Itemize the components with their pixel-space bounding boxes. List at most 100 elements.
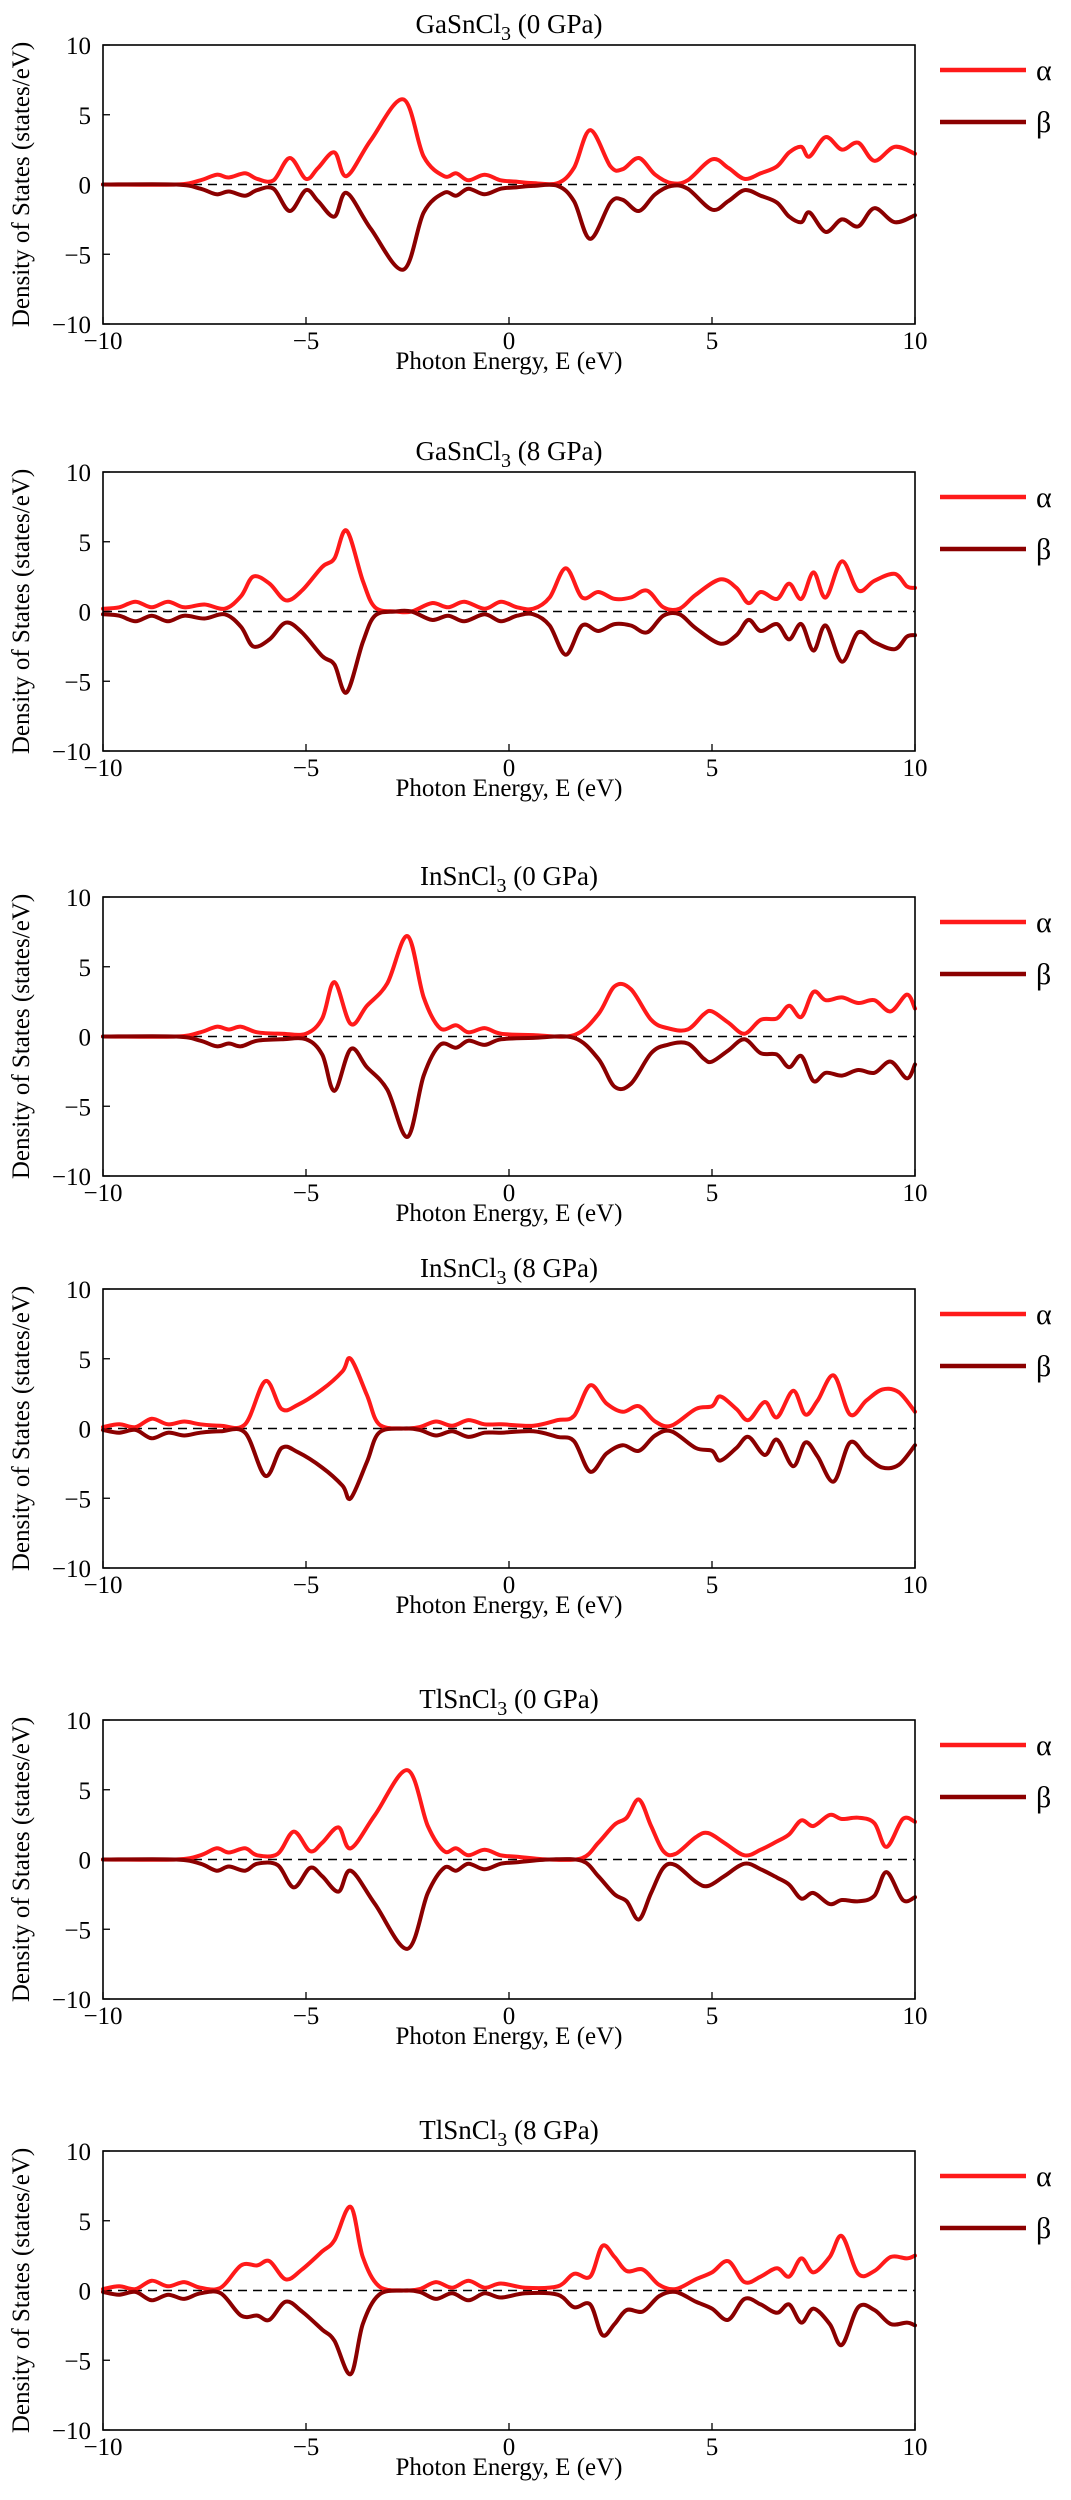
- alpha-series-line: [101, 1768, 917, 1862]
- y-tick-label: 0: [79, 173, 92, 200]
- x-tick-label: −10: [83, 755, 122, 782]
- y-tick-label: −10: [52, 1164, 91, 1191]
- x-tick-label: −5: [293, 328, 320, 355]
- x-tick-label: 10: [903, 1572, 928, 1599]
- y-tick-label: −10: [52, 739, 91, 766]
- y-tick-label: −5: [64, 1917, 91, 1944]
- beta-series-line: [101, 2288, 917, 2377]
- legend-alpha-label: α: [1036, 906, 1052, 939]
- title-suffix: (8 GPa): [511, 436, 602, 466]
- x-tick-label: 10: [903, 755, 928, 782]
- y-tick-label: −5: [64, 2348, 91, 2375]
- x-axis-label: Photon Energy, E (eV): [395, 1592, 622, 1619]
- y-axis-label: Density of States (states/eV): [8, 1286, 35, 1571]
- title-base: GaSnCl: [416, 9, 502, 39]
- y-tick-label: −5: [64, 669, 91, 696]
- plot-frame: [102, 1288, 916, 1569]
- panel-title: InSnCl3 (8 GPa): [420, 1253, 598, 1289]
- y-tick-label: −5: [64, 1094, 91, 1121]
- y-axis-label: Density of States (states/eV): [8, 1717, 35, 2002]
- x-axis-label: Photon Energy, E (eV): [395, 1200, 622, 1227]
- title-subscript: 3: [501, 23, 511, 45]
- legend-alpha-label: α: [1036, 1298, 1052, 1331]
- y-tick-label: 5: [79, 2209, 92, 2236]
- panel-title: TlSnCl3 (0 GPa): [419, 1684, 599, 1720]
- alpha-series-line: [101, 1355, 917, 1431]
- y-tick-label: 5: [79, 1778, 92, 1805]
- y-tick-label: 10: [66, 1277, 91, 1304]
- alpha-series-line: [101, 2204, 917, 2293]
- panel-title: GaSnCl3 (0 GPa): [416, 9, 603, 45]
- beta-series-line: [101, 608, 917, 695]
- legend-beta-label: β: [1036, 533, 1051, 566]
- y-tick-label: 10: [66, 2139, 91, 2166]
- y-tick-label: 5: [79, 530, 92, 557]
- title-base: InSnCl: [420, 1253, 497, 1283]
- x-tick-label: −10: [83, 2003, 122, 2030]
- dos-panel-2: GaSnCl3 (8 GPa) 10 5 0 −5 −10−10 −5 0 5 10 Photon …: [8, 436, 1052, 802]
- y-tick-label: 0: [79, 600, 92, 627]
- y-tick-label: 10: [66, 1708, 91, 1735]
- y-axis-label: Density of States (states/eV): [8, 469, 35, 754]
- dos-panel-1: GaSnCl3 (0 GPa) 10 5 0 −5 −10−10 −5 0 5 10 Photon …: [8, 9, 1052, 375]
- x-axis-label: Photon Energy, E (eV): [395, 2454, 622, 2481]
- plot-frame: [102, 44, 916, 325]
- legend-alpha-label: α: [1036, 1729, 1052, 1762]
- dos-panel-4: InSnCl3 (8 GPa) 10 5 0 −5 −10−10 −5 0 5 10 Photon …: [8, 1253, 1052, 1619]
- title-suffix: (0 GPa): [507, 861, 598, 891]
- x-tick-label: 10: [903, 2434, 928, 2461]
- title-suffix: (8 GPa): [507, 1253, 598, 1283]
- plot-frame: [102, 1719, 916, 2000]
- title-base: TlSnCl: [419, 1684, 497, 1714]
- legend-alpha-label: α: [1036, 481, 1052, 514]
- legend-beta-label: β: [1036, 958, 1051, 991]
- title-suffix: (0 GPa): [511, 9, 602, 39]
- x-tick-label: 5: [706, 1572, 719, 1599]
- x-tick-label: −10: [83, 1180, 122, 1207]
- x-tick-label: −10: [83, 2434, 122, 2461]
- legend-beta-label: β: [1036, 2212, 1051, 2245]
- y-tick-label: 5: [79, 955, 92, 982]
- x-tick-label: 0: [503, 328, 516, 355]
- y-tick-label: 0: [79, 1417, 92, 1444]
- x-tick-label: 10: [903, 2003, 928, 2030]
- x-tick-label: −5: [293, 2434, 320, 2461]
- x-tick-label: 0: [503, 2003, 516, 2030]
- y-tick-label: 0: [79, 1848, 92, 1875]
- legend-alpha-label: α: [1036, 54, 1052, 87]
- y-tick-label: 0: [79, 1025, 92, 1052]
- x-tick-label: −5: [293, 1180, 320, 1207]
- dos-panel-3: InSnCl3 (0 GPa) 10 5 0 −5 −10−10 −5 0 5 10 Photon …: [8, 861, 1052, 1227]
- x-tick-label: 0: [503, 1572, 516, 1599]
- x-tick-label: 5: [706, 755, 719, 782]
- y-axis-label: Density of States (states/eV): [8, 894, 35, 1179]
- dos-panel-5: TlSnCl3 (0 GPa) 10 5 0 −5 −10−10 −5 0 5 10 Photon …: [8, 1684, 1052, 2050]
- y-tick-label: 0: [79, 2279, 92, 2306]
- title-subscript: 3: [497, 875, 507, 897]
- y-tick-label: −10: [52, 1987, 91, 2014]
- title-subscript: 3: [497, 1698, 507, 1720]
- beta-series-line: [101, 182, 917, 272]
- alpha-series-line: [101, 934, 917, 1039]
- title-suffix: (0 GPa): [507, 1684, 598, 1714]
- beta-series-line: [101, 1034, 917, 1139]
- panel-title: TlSnCl3 (8 GPa): [419, 2115, 599, 2151]
- title-suffix: (8 GPa): [507, 2115, 598, 2145]
- x-tick-label: 10: [903, 1180, 928, 1207]
- y-tick-label: 10: [66, 885, 91, 912]
- x-axis-label: Photon Energy, E (eV): [395, 775, 622, 802]
- legend-beta-label: β: [1036, 1781, 1051, 1814]
- panel-title: GaSnCl3 (8 GPa): [416, 436, 603, 472]
- beta-series-line: [101, 1857, 917, 1951]
- plot-frame: [102, 896, 916, 1177]
- plot-frame: [102, 471, 916, 752]
- x-tick-label: 5: [706, 2003, 719, 2030]
- x-tick-label: 0: [503, 755, 516, 782]
- y-tick-label: 5: [79, 1347, 92, 1374]
- title-subscript: 3: [501, 450, 511, 472]
- dos-panel-6: TlSnCl3 (8 GPa) 10 5 0 −5 −10−10 −5 0 5 10 Photon …: [8, 2115, 1052, 2481]
- y-tick-label: 10: [66, 460, 91, 487]
- title-base: InSnCl: [420, 861, 497, 891]
- x-tick-label: 0: [503, 2434, 516, 2461]
